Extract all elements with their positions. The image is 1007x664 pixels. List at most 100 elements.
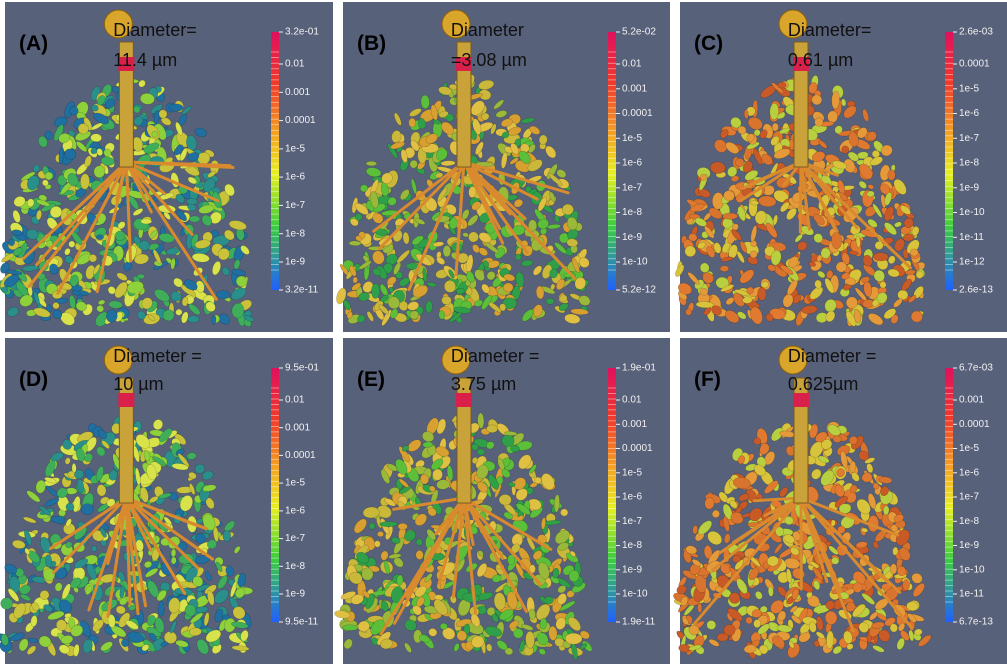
alveolus: [171, 557, 177, 565]
colorbar-label: 0.001: [622, 419, 647, 430]
colorbar-label: 6.7e-13: [959, 617, 993, 628]
colorbar-label: 1e-9: [959, 540, 979, 551]
alveolus: [443, 245, 451, 256]
alveolus: [546, 298, 555, 305]
colorbar-label: 1e-5: [959, 83, 979, 94]
alveolus: [185, 604, 196, 616]
colorbar-label: 5.2e-02: [622, 27, 656, 38]
alveolus: [440, 623, 448, 630]
panel: (B)Diameter=3.08 µm5.2e-020.010.0010.000…: [335, 2, 670, 332]
panel: (A)Diameter=11.4 µm3.2e-010.010.0010.000…: [0, 2, 333, 332]
panel: (C)Diameter=0.61 µm2.6e-030.00011e-51e-6…: [674, 2, 1007, 332]
alveolus: [768, 586, 774, 596]
alveolus: [836, 262, 847, 273]
colorbar-label: 1e-5: [622, 467, 642, 478]
diameter-text: 0.61 µm: [788, 50, 853, 70]
alveolus: [486, 425, 497, 433]
diameter-text: 3.75 µm: [451, 374, 516, 394]
colorbar-label: 1e-7: [285, 533, 305, 544]
colorbar-label: 1e-6: [959, 467, 979, 478]
colorbar-label: 1e-9: [285, 257, 305, 268]
alveolus: [723, 213, 738, 220]
alveolus: [892, 547, 898, 556]
colorbar-label: 1e-8: [622, 207, 642, 218]
alveolus: [720, 265, 729, 271]
diameter-text: Diameter=: [113, 20, 197, 40]
alveolus: [187, 315, 199, 322]
alveolus: [777, 82, 786, 88]
colorbar-label: 6.7e-03: [959, 363, 993, 374]
colorbar-label: 1e-8: [285, 228, 305, 239]
alveolus: [910, 249, 919, 256]
colorbar-label: 1e-10: [959, 564, 985, 575]
figure: (A)Diameter=11.4 µm3.2e-010.010.0010.000…: [0, 0, 1007, 664]
colorbar-label: 0.0001: [959, 59, 990, 70]
alveolus: [903, 579, 910, 590]
colorbar-label: 1e-9: [285, 589, 305, 600]
alveolus: [565, 633, 582, 644]
colorbar: [608, 368, 616, 622]
panel-label: (C): [694, 32, 723, 55]
alveolus: [525, 186, 531, 193]
colorbar-label: 1e-8: [959, 516, 979, 527]
colorbar-label: 1e-9: [622, 232, 642, 243]
colorbar-label: 1e-12: [959, 257, 985, 268]
colorbar-label: 1e-5: [285, 144, 305, 155]
colorbar-label: 0.01: [622, 59, 642, 70]
colorbar-label: 0.001: [959, 395, 984, 406]
colorbar-label: 1e-10: [959, 207, 985, 218]
colorbar-label: 1e-7: [959, 492, 979, 503]
colorbar-label: 3.2e-01: [285, 27, 319, 38]
colorbar-label: 0.01: [285, 395, 305, 406]
panel: (F)Diameter =0.625µm6.7e-030.0010.00011e…: [672, 338, 1007, 664]
colorbar-label: 1.9e-01: [622, 363, 656, 374]
colorbar-label: 1e-7: [285, 200, 305, 211]
colorbar-label: 9.5e-01: [285, 363, 319, 374]
alveolus: [890, 564, 897, 575]
colorbar-label: 0.0001: [959, 419, 990, 430]
alveolus: [560, 509, 568, 517]
alveolus: [187, 198, 198, 205]
alveolus: [409, 118, 416, 127]
alveolus: [456, 288, 465, 294]
colorbar-label: 0.001: [285, 87, 310, 98]
colorbar-label: 1e-9: [622, 564, 642, 575]
colorbar-label: 1e-6: [622, 492, 642, 503]
colorbar-label: 1e-9: [959, 182, 979, 193]
colorbar-label: 1e-5: [959, 443, 979, 454]
alveolus: [159, 110, 168, 119]
diameter-text: =3.08 µm: [451, 50, 527, 70]
colorbar-label: 0.01: [622, 395, 642, 406]
alveolus: [366, 161, 377, 166]
alveolus: [772, 123, 779, 132]
alveolus: [827, 111, 837, 123]
alveolus: [342, 625, 358, 631]
diameter-text: Diameter =: [451, 346, 540, 366]
colorbar-label: 1e-10: [622, 589, 648, 600]
panel: (D)Diameter =10 µm9.5e-010.010.0010.0001…: [0, 338, 333, 664]
alveolus: [438, 310, 445, 319]
colorbar-label: 0.0001: [622, 108, 653, 119]
diameter-text: 10 µm: [113, 374, 163, 394]
colorbar-label: 1e-6: [285, 172, 305, 183]
alveolus: [833, 435, 842, 442]
colorbar-label: 5.2e-12: [622, 285, 656, 296]
colorbar-label: 1e-8: [959, 158, 979, 169]
colorbar-label: 0.001: [285, 422, 310, 433]
alveolus: [380, 521, 398, 527]
colorbar-label: 1e-10: [622, 257, 648, 268]
colorbar: [271, 368, 279, 622]
colorbar: [271, 32, 279, 290]
colorbar-label: 9.5e-11: [285, 617, 319, 628]
colorbar-label: 1e-7: [622, 182, 642, 193]
colorbar-label: 1e-6: [285, 506, 305, 517]
colorbar-label: 3.2e-11: [285, 285, 319, 296]
trachea-top: [793, 393, 809, 407]
panel-label: (F): [694, 368, 721, 391]
trachea-top: [118, 393, 134, 407]
alveolus: [45, 554, 52, 567]
colorbar-label: 1e-5: [285, 478, 305, 489]
diameter-text: Diameter =: [113, 346, 202, 366]
alveolus: [398, 523, 408, 530]
alveolus: [742, 297, 752, 304]
